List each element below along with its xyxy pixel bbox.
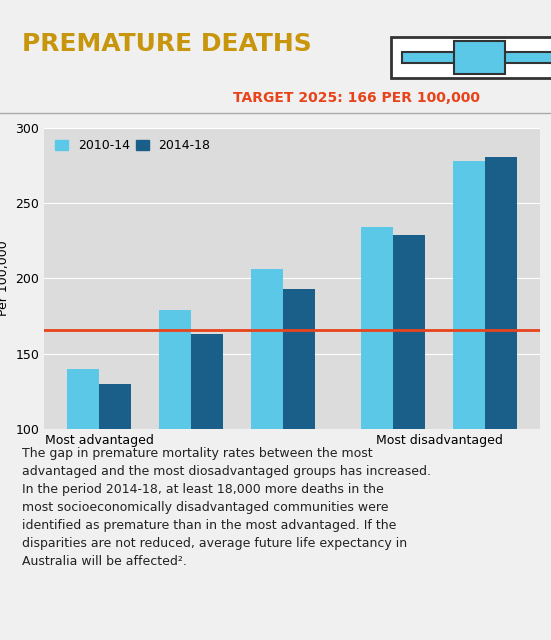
Bar — [159, 310, 191, 429]
Y-axis label: Per 100,000: Per 100,000 — [0, 241, 10, 316]
Bar — [99, 383, 131, 429]
Text: TARGET 2025: 166 PER 100,000: TARGET 2025: 166 PER 100,000 — [233, 91, 479, 105]
Legend: 2010-14, 2014-18: 2010-14, 2014-18 — [50, 134, 215, 157]
Bar — [67, 369, 99, 429]
Bar — [251, 269, 283, 429]
Bar — [402, 52, 551, 63]
Bar — [485, 157, 517, 429]
Text: PREMATURE DEATHS: PREMATURE DEATHS — [22, 32, 312, 56]
Bar — [391, 37, 551, 78]
Bar — [191, 334, 223, 429]
Bar — [393, 235, 425, 429]
Bar — [453, 161, 485, 429]
Bar — [361, 227, 393, 429]
Text: The gap in premature mortality rates between the most
advantaged and the most di: The gap in premature mortality rates bet… — [22, 447, 431, 568]
Bar — [283, 289, 315, 429]
Bar — [453, 42, 505, 74]
